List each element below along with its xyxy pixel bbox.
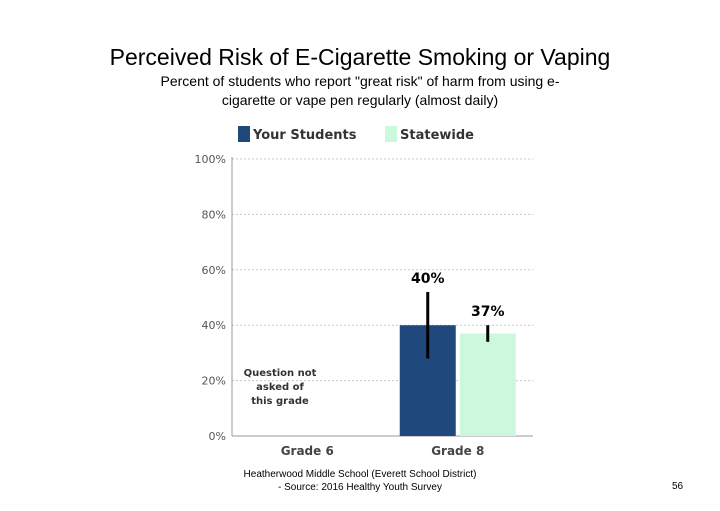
y-tick-label: 80% bbox=[202, 208, 226, 221]
footer-source-survey: - Source: 2016 Healthy Youth Survey bbox=[278, 482, 442, 493]
legend-swatch bbox=[238, 126, 250, 142]
y-tick-label: 60% bbox=[202, 264, 226, 277]
footer: Heatherwood Middle School (Everett Schoo… bbox=[200, 468, 520, 494]
slide-subtitle: Percent of students who report "great ri… bbox=[160, 73, 560, 108]
y-tick-label: 40% bbox=[202, 319, 226, 332]
data-label: 40% bbox=[411, 271, 445, 287]
annotation-text: Question not bbox=[244, 368, 317, 379]
x-tick-label: Grade 8 bbox=[431, 444, 484, 458]
legend-label: Your Students bbox=[252, 128, 357, 143]
y-tick-label: 0% bbox=[209, 430, 226, 443]
data-label: 37% bbox=[471, 304, 505, 320]
legend-swatch bbox=[385, 126, 397, 142]
footer-source-school: Heatherwood Middle School (Everett Schoo… bbox=[243, 469, 477, 480]
x-tick-label: Grade 6 bbox=[281, 444, 334, 458]
annotation-text: this grade bbox=[251, 396, 309, 407]
bar bbox=[459, 333, 516, 436]
annotation-text: asked of bbox=[256, 382, 304, 393]
y-tick-label: 20% bbox=[202, 375, 226, 388]
slide-title: Perceived Risk of E-Cigarette Smoking or… bbox=[109, 44, 611, 70]
y-tick-label: 100% bbox=[195, 153, 226, 166]
page-number: 56 bbox=[672, 481, 684, 492]
legend-label: Statewide bbox=[400, 128, 474, 143]
